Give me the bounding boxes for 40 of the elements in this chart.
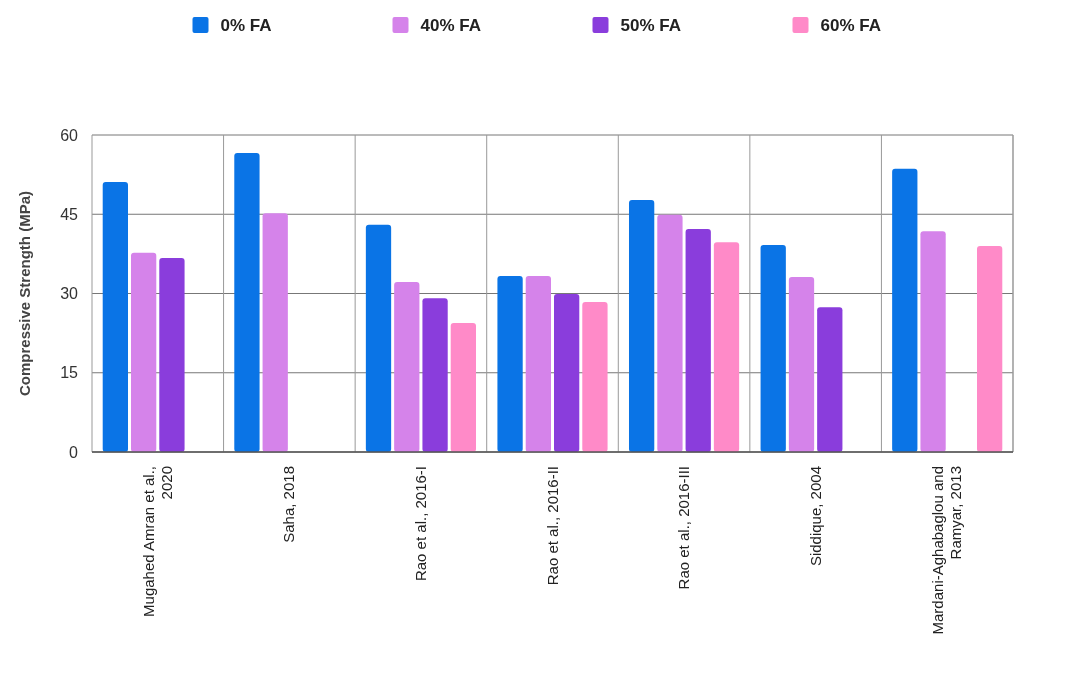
bar xyxy=(582,301,608,452)
x-tick-label: Siddique, 2004 xyxy=(806,466,824,567)
legend-label: 0% FA xyxy=(220,16,272,35)
bar xyxy=(497,276,523,452)
bar xyxy=(262,213,288,452)
x-tick-label: Mugahed Amran et al., 2020 xyxy=(139,466,175,617)
y-tick-label: 45 xyxy=(60,205,79,223)
bar xyxy=(394,281,420,452)
x-tick-label: Mardani-Aghabaglou and Ramyar, 2013 xyxy=(929,466,965,635)
x-tick-label: Rao et al., 2016-III xyxy=(675,466,693,590)
bar xyxy=(760,244,786,452)
legend-label: 50% FA xyxy=(620,16,681,35)
x-tick-label: Rao et al., 2016-I xyxy=(411,466,429,582)
y-tick-label: 30 xyxy=(60,285,79,303)
bar xyxy=(788,277,815,452)
legend-label: 40% FA xyxy=(420,16,481,35)
bar xyxy=(892,168,918,452)
x-tick-label: Saha, 2018 xyxy=(280,466,298,543)
bar xyxy=(713,242,740,452)
bar xyxy=(422,298,448,452)
bar xyxy=(554,294,580,452)
bar xyxy=(159,258,185,452)
y-axis-title: Compressive Strength (MPa) xyxy=(16,190,33,397)
bar xyxy=(450,323,476,452)
bar xyxy=(817,307,843,452)
bar xyxy=(629,199,655,452)
bar xyxy=(525,276,551,452)
x-tick-label: Rao et al., 2016-II xyxy=(543,466,561,586)
bar xyxy=(657,214,683,452)
bar xyxy=(131,252,157,452)
bar xyxy=(685,229,711,452)
bar xyxy=(920,231,946,452)
y-tick-label: 15 xyxy=(60,364,79,382)
bar xyxy=(977,245,1003,452)
bar xyxy=(102,182,128,452)
bar xyxy=(365,224,392,452)
legend-label: 60% FA xyxy=(820,16,881,35)
y-tick-label: 60 xyxy=(60,126,79,144)
bar xyxy=(234,152,260,452)
y-tick-label: 0 xyxy=(69,443,79,461)
